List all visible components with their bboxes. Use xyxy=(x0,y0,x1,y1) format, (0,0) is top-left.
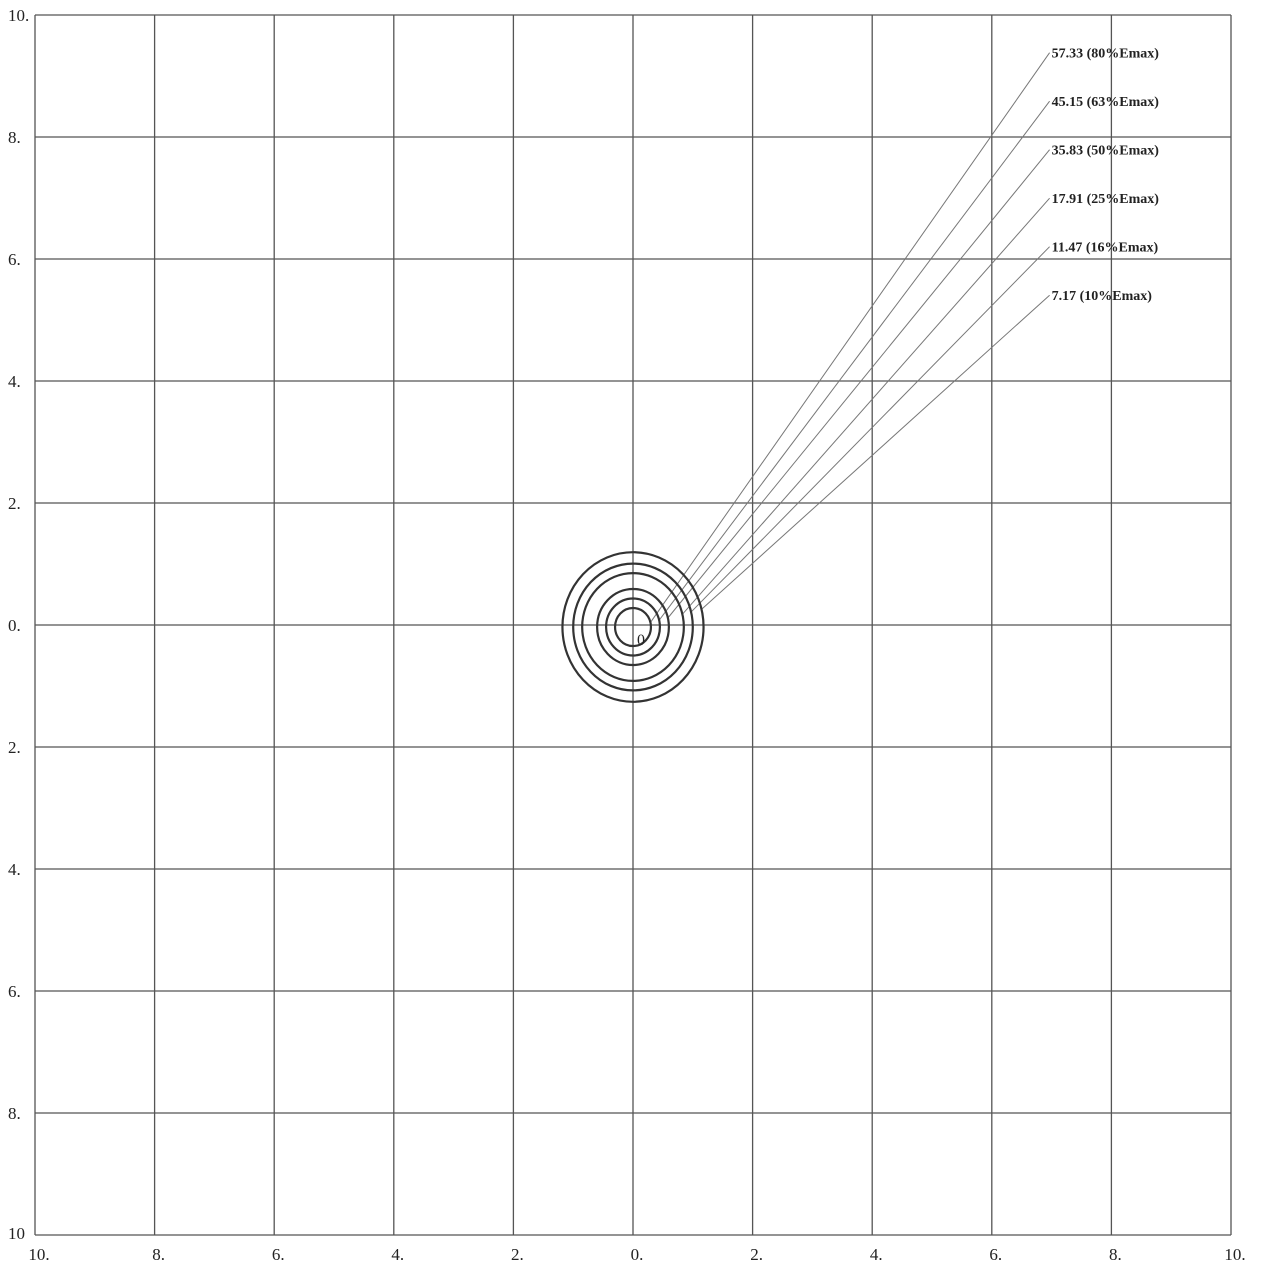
contour-leader-line xyxy=(701,294,1050,610)
contour-ring xyxy=(561,551,705,703)
contour-label: 7.17 (10%Emax) xyxy=(1052,289,1153,304)
center-label: 0 xyxy=(637,632,645,649)
y-tick-label: 6. xyxy=(8,250,21,269)
contour-ring xyxy=(604,597,662,657)
contour-label: 35.83 (50%Emax) xyxy=(1052,144,1160,159)
x-tick-label: 4. xyxy=(870,1245,883,1264)
contour-label: 57.33 (80%Emax) xyxy=(1052,47,1160,62)
y-tick-label: 10 xyxy=(8,1224,25,1243)
contour-ring xyxy=(581,572,685,682)
y-tick-labels: 10. 8. 6. 4. 2. 0. 2. 4. 6. 8. 10 xyxy=(8,6,29,1243)
contour-leader-line xyxy=(658,100,1050,621)
x-tick-label: 4. xyxy=(391,1245,404,1264)
y-tick-label: 8. xyxy=(8,1104,21,1123)
contour-label: 45.15 (63%Emax) xyxy=(1052,95,1160,110)
contour-leader-line xyxy=(690,246,1050,613)
contour-leader-line xyxy=(649,52,1051,623)
grid-lines xyxy=(34,14,1232,1236)
contour-ring xyxy=(596,587,670,667)
contour-rings xyxy=(561,551,705,703)
contour-label: 17.91 (25%Emax) xyxy=(1052,192,1160,207)
x-tick-label: 6. xyxy=(272,1245,285,1264)
y-tick-label: 6. xyxy=(8,982,21,1001)
x-tick-label: 2. xyxy=(750,1245,763,1264)
y-tick-label: 0. xyxy=(8,616,21,635)
x-tick-label: 8. xyxy=(1109,1245,1122,1264)
contour-ring xyxy=(572,562,694,692)
y-tick-label: 10. xyxy=(8,6,29,25)
contour-leader-line xyxy=(681,197,1050,615)
x-tick-label: 10. xyxy=(28,1245,49,1264)
x-tick-label: 2. xyxy=(511,1245,524,1264)
contour-ring xyxy=(613,606,653,648)
y-tick-label: 4. xyxy=(8,372,21,391)
y-tick-label: 8. xyxy=(8,128,21,147)
contour-leader-lines xyxy=(649,52,1051,623)
y-tick-label: 2. xyxy=(8,738,21,757)
x-tick-label: 6. xyxy=(989,1245,1002,1264)
contour-label: 11.47 (16%Emax) xyxy=(1052,241,1159,256)
x-tick-label: 10. xyxy=(1224,1245,1245,1264)
y-tick-label: 4. xyxy=(8,860,21,879)
contour-leader-line xyxy=(667,149,1050,619)
x-tick-label: 0. xyxy=(631,1245,644,1264)
x-tick-labels: 10. 8. 6. 4. 2. 0. 2. 4. 6. 8. 10. xyxy=(28,1245,1245,1264)
y-tick-label: 2. xyxy=(8,494,21,513)
contour-labels: 57.33 (80%Emax) 45.15 (63%Emax) 35.83 (50%… xyxy=(1052,47,1160,305)
x-tick-label: 8. xyxy=(152,1245,165,1264)
